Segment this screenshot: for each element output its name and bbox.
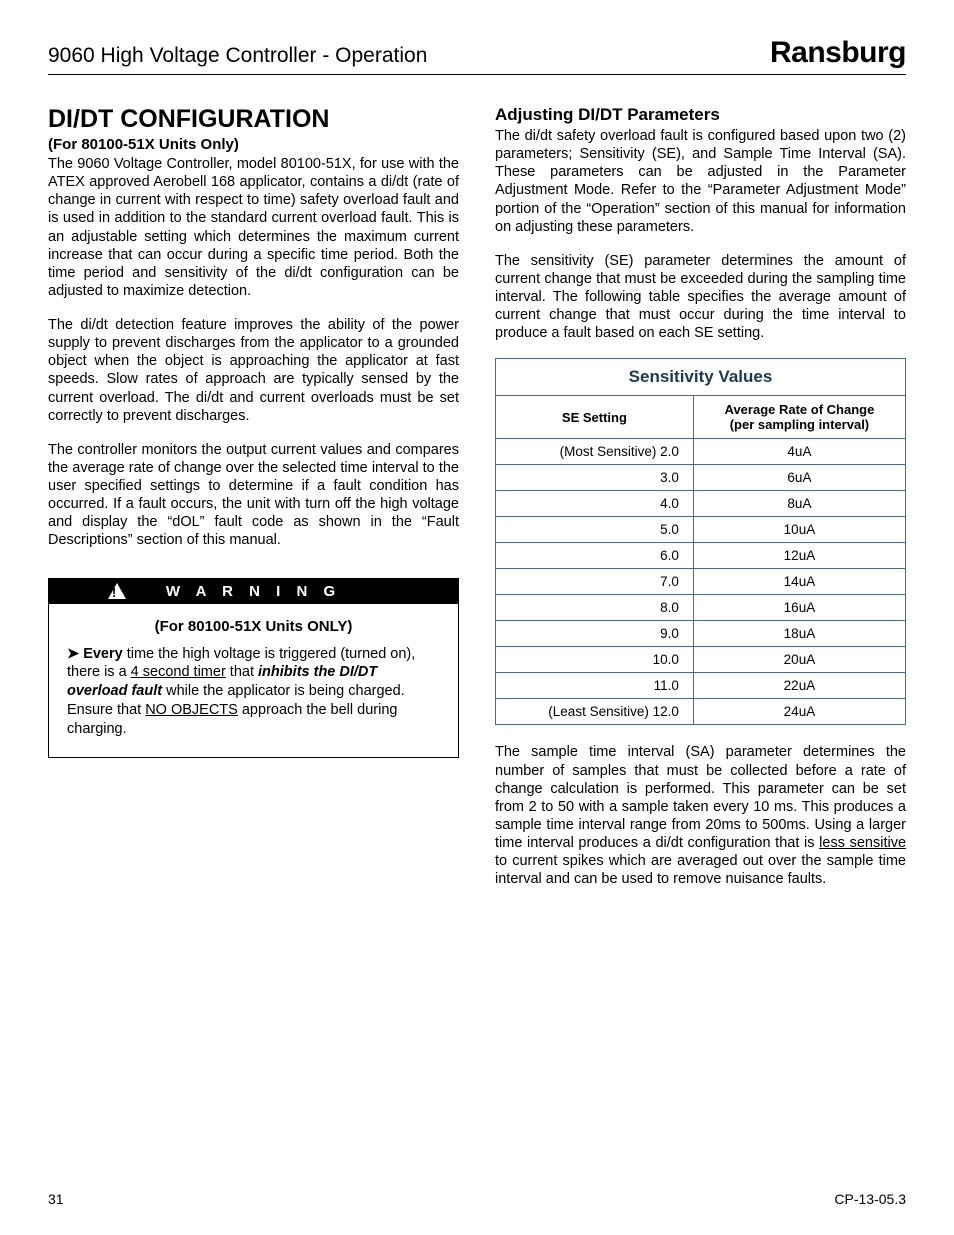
cell-se: 3.0 [496, 465, 694, 491]
text-underline: less sensitive [819, 835, 906, 851]
sub-heading: (For 80100-51X Units Only) [48, 136, 459, 153]
text-underline: NO OBJECTS [145, 702, 238, 718]
cell-rate: 20uA [693, 647, 905, 673]
cell-rate: 18uA [693, 621, 905, 647]
paragraph: The di/dt safety overload fault is confi… [495, 127, 906, 236]
paragraph: The sensitivity (SE) parameter determine… [495, 252, 906, 343]
warning-body: (For 80100-51X Units ONLY) ➤ Every time … [49, 604, 458, 757]
cell-se: 6.0 [496, 543, 694, 569]
svg-text:!: ! [112, 585, 122, 600]
text-underline: 4 second timer [131, 664, 226, 680]
table-row: 11.022uA [496, 673, 906, 699]
cell-rate: 10uA [693, 517, 905, 543]
cell-se: 9.0 [496, 621, 694, 647]
text: (per sampling interval) [730, 417, 869, 432]
table-row: (Most Sensitive) 2.04uA [496, 439, 906, 465]
paragraph: The di/dt detection feature improves the… [48, 316, 459, 425]
section-heading: Adjusting DI/DT Parameters [495, 105, 906, 125]
page-number: 31 [48, 1191, 64, 1207]
brand-logo: Ransburg [770, 36, 906, 70]
table-row: 6.012uA [496, 543, 906, 569]
right-column: Adjusting DI/DT Parameters The di/dt saf… [495, 105, 906, 904]
cell-rate: 24uA [693, 699, 905, 725]
cell-se: 11.0 [496, 673, 694, 699]
doc-id: CP-13-05.3 [834, 1191, 906, 1207]
cell-se: 4.0 [496, 491, 694, 517]
table-row: 7.014uA [496, 569, 906, 595]
warning-box: ! W A R N I N G (For 80100-51X Units ONL… [48, 578, 459, 758]
page-header: 9060 High Voltage Controller - Operation… [48, 36, 906, 75]
text: that [226, 664, 258, 680]
table-title-row: Sensitivity Values [496, 359, 906, 396]
table-row: (Least Sensitive) 12.024uA [496, 699, 906, 725]
warning-label: W A R N I N G [166, 583, 341, 600]
text: Average Rate of Change [725, 402, 875, 417]
cell-se: (Most Sensitive) 2.0 [496, 439, 694, 465]
page: 9060 High Voltage Controller - Operation… [0, 0, 954, 1235]
content-columns: DI/DT CONFIGURATION (For 80100-51X Units… [48, 105, 906, 904]
left-column: DI/DT CONFIGURATION (For 80100-51X Units… [48, 105, 459, 904]
warning-triangle-icon: ! [107, 582, 127, 600]
cell-rate: 4uA [693, 439, 905, 465]
table-body: (Most Sensitive) 2.04uA3.06uA4.08uA5.010… [496, 439, 906, 725]
warning-subtitle: (For 80100-51X Units ONLY) [67, 618, 440, 635]
table-header-rate: Average Rate of Change (per sampling int… [693, 396, 905, 439]
cell-rate: 22uA [693, 673, 905, 699]
table-row: 8.016uA [496, 595, 906, 621]
warning-text: ➤ Every time the high voltage is trigger… [67, 645, 440, 739]
cell-se: 7.0 [496, 569, 694, 595]
cell-se: (Least Sensitive) 12.0 [496, 699, 694, 725]
sensitivity-table: Sensitivity Values SE Setting Average Ra… [495, 358, 906, 725]
cell-rate: 16uA [693, 595, 905, 621]
cell-rate: 8uA [693, 491, 905, 517]
text: to current spikes which are averaged out… [495, 853, 906, 887]
table-row: 10.020uA [496, 647, 906, 673]
warning-header: ! W A R N I N G [49, 579, 458, 604]
cell-rate: 14uA [693, 569, 905, 595]
cell-se: 8.0 [496, 595, 694, 621]
arrow-icon: ➤ [67, 646, 79, 662]
header-title: 9060 High Voltage Controller - Operation [48, 44, 427, 68]
table-row: 5.010uA [496, 517, 906, 543]
main-heading: DI/DT CONFIGURATION [48, 105, 459, 134]
table-header-row: SE Setting Average Rate of Change (per s… [496, 396, 906, 439]
paragraph: The controller monitors the output curre… [48, 441, 459, 550]
table-row: 3.06uA [496, 465, 906, 491]
page-footer: 31 CP-13-05.3 [48, 1191, 906, 1207]
table-row: 9.018uA [496, 621, 906, 647]
cell-se: 5.0 [496, 517, 694, 543]
text-bold: Every [83, 646, 123, 662]
cell-rate: 12uA [693, 543, 905, 569]
paragraph: The 9060 Voltage Controller, model 80100… [48, 155, 459, 300]
cell-rate: 6uA [693, 465, 905, 491]
paragraph: The sample time interval (SA) parameter … [495, 743, 906, 888]
table-row: 4.08uA [496, 491, 906, 517]
cell-se: 10.0 [496, 647, 694, 673]
table-header-se: SE Setting [496, 396, 694, 439]
table-title: Sensitivity Values [496, 359, 906, 396]
